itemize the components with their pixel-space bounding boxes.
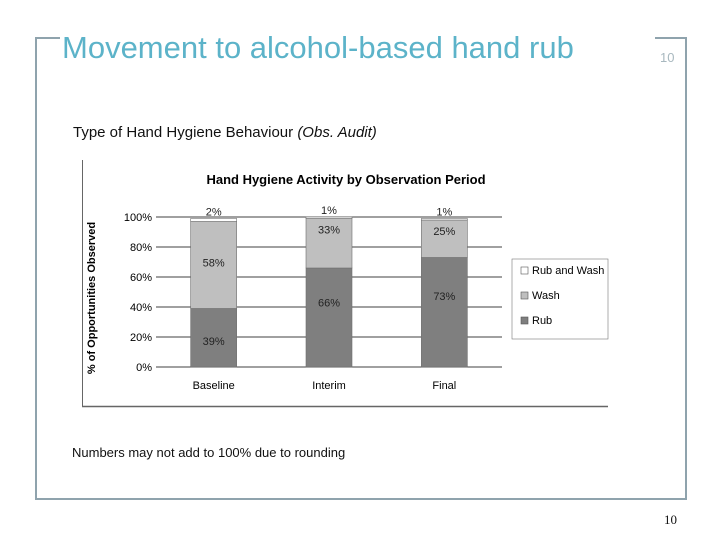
subtitle-italic: (Obs. Audit) — [297, 124, 377, 141]
slide-number-bottom: 10 — [664, 512, 677, 527]
data-label: 33% — [318, 225, 340, 237]
bar-segment — [421, 219, 468, 258]
bar-segment — [190, 308, 237, 368]
stacked-bar-chart: Hand Hygiene Activity by Observation Per… — [82, 160, 609, 408]
y-tick-label: 80% — [130, 242, 152, 254]
bar-segment — [421, 257, 468, 368]
y-tick-label: 0% — [136, 362, 152, 374]
data-labels: 39% 58% 2% 66% 33% 1% 73% 25% 1% — [203, 205, 456, 348]
x-tick-label: Baseline — [193, 380, 235, 392]
data-label: 1% — [321, 205, 337, 217]
data-label: 1% — [436, 207, 452, 219]
legend-box — [511, 258, 609, 340]
y-tick-label: 20% — [130, 332, 152, 344]
subtitle-main: Type of Hand Hygiene Behaviour — [73, 124, 298, 141]
legend-swatch — [520, 316, 529, 325]
data-label: 58% — [203, 257, 225, 269]
footnote: Numbers may not add to 100% due to round… — [72, 445, 346, 460]
x-tick-labels: Baseline Interim Final — [193, 380, 457, 392]
y-tick-label: 40% — [130, 302, 152, 314]
bar-segment — [305, 218, 353, 269]
bar-segment — [190, 218, 237, 222]
slide-title: Movement to alcohol-based hand rub — [62, 28, 628, 67]
data-label: 73% — [433, 291, 455, 303]
x-tick-label: Interim — [312, 380, 346, 392]
legend-label: Rub — [532, 315, 552, 327]
slide-number-top: 10 — [660, 50, 675, 65]
legend-label: Wash — [532, 290, 560, 302]
bar-segment — [305, 216, 353, 219]
bars — [190, 216, 468, 368]
chart-title: Hand Hygiene Activity by Observation Per… — [206, 172, 485, 187]
x-tick-label: Final — [432, 380, 456, 392]
y-axis-label: % of Opportunities Observed — [86, 222, 98, 374]
legend: Rub and Wash Wash Rub — [511, 258, 609, 340]
bar-segment — [190, 221, 237, 309]
bar-segment — [305, 267, 353, 368]
data-label: 66% — [318, 298, 340, 310]
slide-frame-top-right — [655, 37, 687, 39]
y-tick-labels: 0% 20% 40% 60% 80% 100% — [124, 212, 152, 374]
legend-swatch — [520, 291, 529, 300]
legend-label: Rub and Wash — [532, 265, 604, 277]
y-tick-label: 100% — [124, 212, 152, 224]
data-label: 39% — [203, 336, 225, 348]
bar-segment — [421, 218, 468, 221]
subtitle: Type of Hand Hygiene Behaviour (Obs. Aud… — [73, 124, 377, 141]
slide-frame-top-left — [35, 37, 60, 39]
slide-frame — [35, 37, 687, 500]
legend-swatch — [520, 266, 529, 275]
y-tick-label: 60% — [130, 272, 152, 284]
data-label: 25% — [433, 226, 455, 238]
data-label: 2% — [206, 207, 222, 219]
